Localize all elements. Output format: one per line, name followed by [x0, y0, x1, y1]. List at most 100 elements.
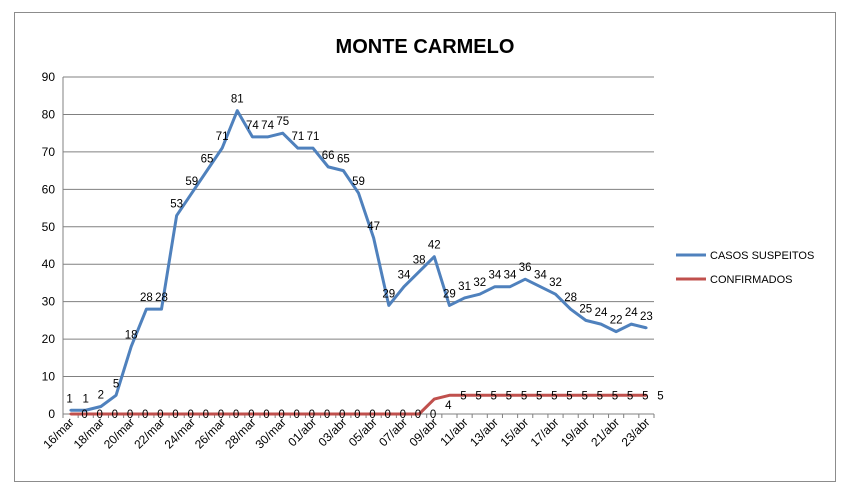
data-label: 31: [458, 281, 471, 293]
data-point: [614, 330, 618, 333]
x-tick-label: 23/abr: [619, 415, 653, 449]
data-point: [357, 412, 360, 416]
data-point: [402, 412, 406, 416]
data-label: 34: [398, 270, 411, 282]
data-point: [326, 165, 330, 169]
data-label: 5: [460, 390, 466, 402]
data-label: 0: [81, 409, 87, 421]
data-label: 1: [83, 393, 89, 405]
data-label: 4: [445, 400, 452, 412]
data-point: [205, 412, 209, 416]
data-point: [145, 412, 148, 416]
data-label: 23: [640, 311, 653, 323]
data-point: [387, 304, 391, 307]
data-label: 5: [657, 390, 663, 402]
data-point: [190, 412, 194, 416]
data-point: [84, 409, 87, 412]
data-point: [417, 412, 421, 416]
y-tick-label: 0: [48, 407, 55, 421]
data-label: 2: [98, 390, 104, 402]
gridlines: [63, 76, 654, 415]
data-point: [145, 307, 148, 311]
data-point: [630, 322, 633, 326]
data-point: [554, 394, 557, 397]
data-label: 65: [337, 154, 350, 166]
data-point: [584, 319, 588, 322]
y-tick-label: 50: [42, 220, 56, 234]
data-point: [220, 146, 224, 150]
legend: CASOS SUSPEITOS CONFIRMADOS: [676, 250, 814, 286]
data-label: 66: [322, 150, 335, 162]
data-label: 5: [491, 390, 497, 402]
data-label: 34: [534, 270, 547, 282]
data-point: [84, 412, 87, 416]
data-point: [114, 412, 118, 416]
data-label: 1: [66, 393, 72, 405]
data-point: [402, 285, 406, 288]
data-point: [448, 394, 451, 397]
data-label: 74: [246, 120, 259, 132]
legend-label: CASOS SUSPEITOS: [710, 250, 814, 262]
data-point: [387, 412, 391, 416]
data-label: 71: [291, 131, 304, 143]
data-point: [372, 236, 375, 240]
data-point: [190, 191, 194, 195]
data-point: [508, 394, 512, 397]
x-tick-label: 19/abr: [558, 415, 592, 449]
data-point: [342, 412, 345, 416]
data-label: 0: [172, 409, 178, 421]
data-point: [296, 146, 300, 150]
data-point: [463, 296, 466, 300]
data-label: 5: [627, 390, 633, 402]
x-tick-label: 15/abr: [497, 415, 531, 449]
data-point: [417, 270, 421, 273]
data-label: 47: [367, 221, 380, 233]
data-point: [523, 394, 527, 397]
data-label: 59: [185, 176, 198, 188]
data-label: 0: [263, 409, 269, 421]
data-point: [251, 135, 254, 139]
data-point: [296, 412, 300, 416]
data-label: 5: [506, 390, 512, 402]
x-tick-label: 11/abr: [437, 415, 470, 448]
data-label: 75: [276, 116, 289, 128]
data-point: [614, 394, 618, 397]
data-label: 0: [112, 409, 118, 421]
data-label: 53: [170, 199, 183, 211]
data-label: 0: [369, 409, 375, 421]
data-label: 25: [579, 303, 592, 315]
data-label: 32: [473, 277, 486, 289]
data-point: [433, 255, 436, 258]
x-tick-label: 16/mar: [40, 415, 76, 451]
data-label: 36: [519, 262, 532, 274]
data-label: 5: [521, 390, 527, 402]
data-label: 0: [142, 409, 148, 421]
data-point: [584, 394, 588, 397]
data-point: [129, 412, 133, 416]
data-label: 0: [157, 409, 163, 421]
data-point: [569, 394, 572, 397]
data-point: [69, 412, 72, 416]
data-point: [523, 278, 527, 281]
data-point: [599, 322, 603, 326]
data-point: [129, 345, 133, 348]
y-tick-label: 70: [42, 145, 56, 159]
data-point: [478, 394, 481, 397]
data-point: [342, 169, 345, 172]
data-point: [645, 394, 648, 397]
data-point: [311, 146, 315, 150]
data-point: [493, 285, 497, 288]
data-label: 5: [642, 390, 648, 402]
x-tick-label: 21/abr: [588, 415, 622, 449]
data-point: [433, 397, 436, 401]
data-point: [266, 135, 269, 139]
y-tick-label: 30: [42, 295, 56, 309]
data-label: 0: [218, 409, 224, 421]
data-point: [554, 292, 557, 296]
data-label: 0: [430, 409, 436, 421]
data-label: 0: [415, 409, 421, 421]
data-point: [220, 412, 224, 416]
y-tick-label: 10: [42, 370, 56, 384]
